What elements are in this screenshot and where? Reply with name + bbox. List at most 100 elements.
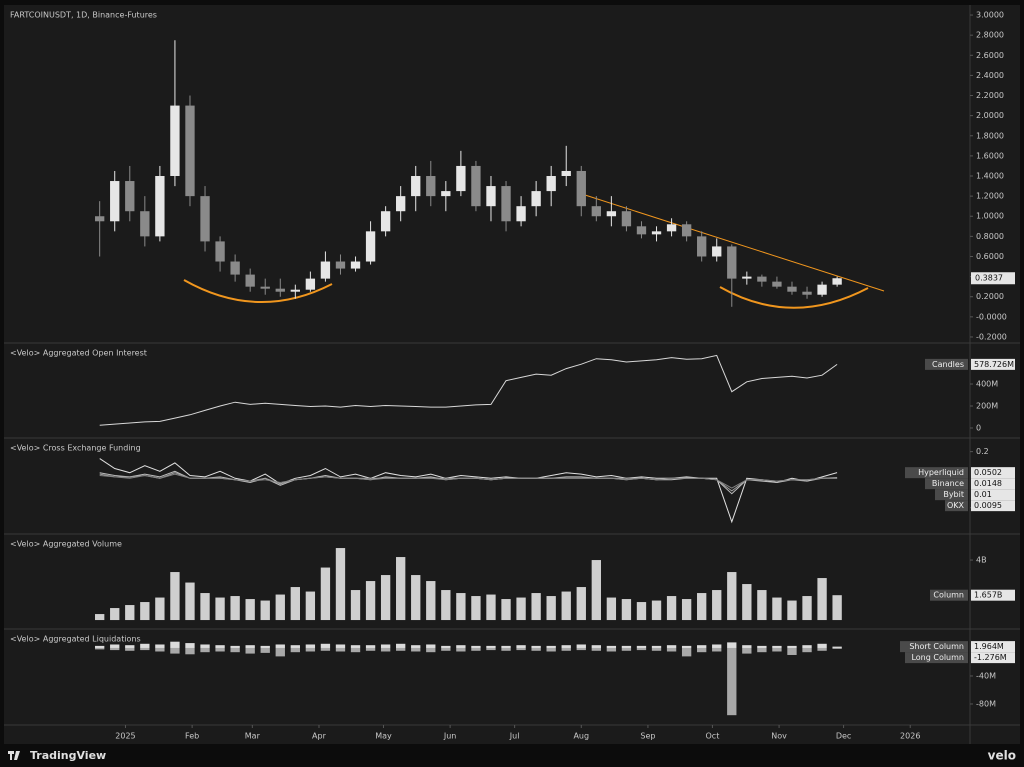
bar: [697, 645, 707, 648]
bar: [290, 647, 300, 653]
bar: [215, 645, 225, 648]
bar: [546, 596, 556, 621]
value-label: 0.0095: [974, 501, 1002, 510]
bar: [125, 645, 135, 648]
bar: [320, 567, 331, 621]
bar: [441, 590, 451, 621]
candle-body: [666, 224, 677, 232]
bar: [305, 647, 316, 652]
bar: [651, 647, 662, 651]
bar: [712, 590, 722, 621]
rounded-bottom-drawing: [719, 286, 869, 309]
bar: [380, 647, 391, 652]
bar: [335, 548, 346, 621]
bar: [712, 647, 722, 652]
candle-body: [441, 191, 451, 197]
bar: [787, 647, 797, 655]
last-price-box: [971, 272, 1015, 285]
candle-body: [380, 211, 391, 232]
value-label: 0.0502: [974, 468, 1002, 477]
y-tick-label: 2.6000: [976, 51, 1004, 60]
bar: [275, 594, 285, 621]
chart-background: [4, 5, 1020, 744]
bar: [471, 596, 481, 621]
bar: [456, 647, 466, 652]
bar: [697, 593, 707, 621]
bar: [230, 647, 240, 653]
candle-body: [335, 261, 346, 269]
candle-body: [456, 165, 466, 192]
bar: [471, 645, 481, 648]
bar: [456, 593, 466, 621]
brand-velo: velo: [988, 749, 1016, 763]
bar: [335, 644, 346, 648]
legend-name-box: [925, 478, 968, 490]
bar: [200, 593, 210, 621]
bar: [591, 647, 601, 651]
bar: [621, 647, 632, 651]
x-tick-label: Mar: [245, 732, 261, 741]
bar: [832, 595, 842, 621]
y-tick-label: -80M: [976, 699, 996, 708]
bar: [697, 647, 707, 653]
y-tick-label: 0.8000: [976, 232, 1004, 241]
y-tick-label: 0.6000: [976, 252, 1004, 261]
value-label: 578.726M: [974, 360, 1014, 369]
bar: [712, 644, 722, 648]
candle-body: [681, 224, 692, 237]
candle-body: [170, 105, 180, 177]
bar: [757, 647, 767, 653]
bar: [621, 599, 632, 621]
trendline-drawing: [584, 194, 885, 292]
bar: [335, 647, 346, 652]
bar: [727, 642, 737, 648]
bar: [200, 647, 210, 653]
bar: [636, 645, 647, 648]
value-box: [971, 652, 1015, 664]
bar: [396, 557, 406, 621]
candle-body: [411, 176, 421, 197]
y-tick-label: 1.4000: [976, 172, 1004, 181]
candle-body: [200, 196, 210, 242]
bar: [486, 645, 496, 648]
bar: [200, 644, 210, 648]
y-tick-label: 2.2000: [976, 91, 1004, 100]
candle-body: [802, 291, 812, 295]
y-tick-label: 2.0000: [976, 111, 1004, 120]
bar: [636, 602, 647, 621]
bar: [411, 647, 421, 652]
legend-name-box: [905, 652, 968, 664]
legend-name-box: [930, 589, 968, 601]
bar: [742, 584, 752, 621]
bar: [666, 647, 677, 652]
bar: [290, 587, 300, 621]
value-label: 0.01: [974, 490, 992, 499]
bar: [501, 647, 511, 651]
series-line: [99, 458, 838, 524]
value-label: -1.276M: [974, 653, 1007, 662]
bar: [95, 645, 105, 648]
series-line: [99, 473, 838, 489]
pane-title: <Velo> Aggregated Volume: [10, 540, 122, 549]
bar: [576, 644, 586, 648]
bar: [486, 594, 496, 621]
bar: [125, 647, 135, 651]
brand-logo: TradingView: [30, 749, 106, 762]
bar: [772, 597, 782, 621]
bar: [636, 647, 647, 651]
value-box: [971, 489, 1015, 501]
legend-name-box: [935, 489, 968, 501]
bar: [802, 645, 812, 648]
y-tick-label: 1.2000: [976, 192, 1004, 201]
bar: [426, 647, 436, 653]
y-tick-label: 3.0000: [976, 11, 1004, 20]
legend-name: OKX: [947, 501, 965, 510]
bar: [802, 647, 812, 653]
bar: [516, 645, 526, 648]
legend-name: Column: [933, 591, 964, 600]
rounded-bottom-drawing: [183, 279, 333, 304]
bar: [666, 596, 677, 621]
series-line: [99, 354, 838, 426]
bar: [742, 645, 752, 648]
bar: [230, 596, 240, 621]
